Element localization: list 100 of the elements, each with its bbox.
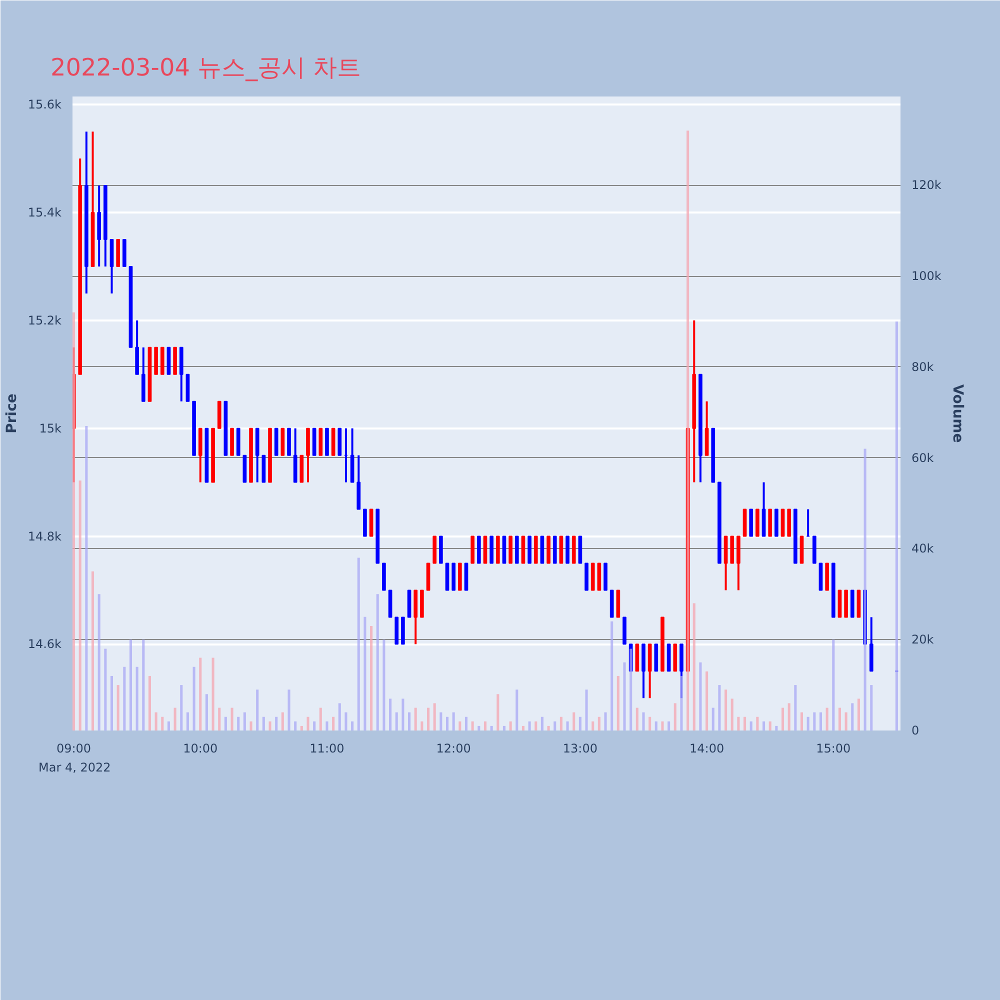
bar (85, 426, 88, 730)
bar (668, 721, 670, 730)
x-tick-label: 14:00 (690, 742, 724, 756)
bar (610, 621, 614, 730)
bar (136, 666, 138, 730)
bar (326, 721, 328, 730)
bar (426, 708, 430, 730)
x-tick-label: 11:00 (310, 742, 344, 756)
bar (528, 721, 531, 730)
bar (566, 721, 569, 730)
y-tick-label: 15k (39, 421, 62, 436)
y2-tick-label: 120k (912, 178, 942, 192)
bar (300, 726, 303, 730)
y-tick-label: 15.2k (28, 313, 62, 328)
bar (357, 558, 360, 730)
bar (268, 721, 272, 730)
bar (630, 648, 632, 730)
y-tick-label: 14.8k (28, 529, 62, 544)
bar (522, 726, 524, 730)
bar (724, 690, 728, 730)
bar (129, 640, 132, 730)
bar (692, 603, 696, 730)
bar (440, 712, 442, 730)
bar (319, 708, 322, 730)
bar (712, 708, 714, 730)
bar (313, 721, 316, 730)
bar (395, 712, 398, 730)
bar (148, 676, 151, 730)
bar (540, 716, 544, 730)
bar (800, 712, 804, 730)
bar (123, 666, 126, 730)
bar (706, 671, 708, 730)
bar (788, 703, 790, 730)
bar (832, 640, 835, 730)
bar (642, 712, 645, 730)
bar (180, 685, 183, 730)
y-tick-label: 15.6k (28, 98, 62, 112)
bar (224, 716, 227, 730)
y-tick-label: 15.4k (28, 206, 62, 220)
bar (636, 708, 638, 730)
bar (72, 312, 76, 730)
bar (205, 694, 208, 730)
bar (414, 708, 417, 730)
y2-tick-label: 0 (912, 724, 920, 738)
bar (389, 698, 392, 730)
bar (288, 690, 290, 730)
y2-tick-label: 80k (912, 360, 934, 374)
bar (382, 640, 386, 730)
bar (819, 712, 822, 730)
y-tick-label: 14.6k (28, 637, 62, 652)
bar (604, 712, 607, 730)
bar (167, 721, 170, 730)
bar (718, 685, 721, 730)
bar (744, 716, 746, 730)
x-tick-label: 15:00 (816, 742, 851, 756)
x-tick-label: 09:00 (56, 742, 92, 756)
bar (730, 698, 734, 730)
bar (256, 690, 259, 730)
bar (756, 716, 759, 730)
y2-tick-label: 100k (912, 269, 942, 284)
bar (230, 708, 234, 730)
bar (864, 448, 866, 730)
bar (332, 716, 335, 730)
x-tick-label: 13:00 (562, 742, 598, 756)
bar (78, 480, 82, 730)
y2-tick-label: 40k (912, 542, 934, 556)
bar (478, 726, 480, 730)
bar (654, 721, 658, 730)
bar (775, 726, 778, 730)
bar (364, 616, 366, 730)
bar (306, 716, 310, 730)
bar (186, 712, 189, 730)
bar (464, 716, 468, 730)
bar (844, 712, 848, 730)
bar (338, 703, 341, 730)
bar (737, 716, 740, 730)
bar (857, 698, 860, 730)
bar (680, 676, 683, 730)
bar (420, 721, 424, 730)
bar (870, 685, 873, 730)
bar (484, 721, 486, 730)
bar (598, 716, 600, 730)
bar (496, 694, 500, 730)
bar (572, 712, 576, 730)
bar (592, 721, 594, 730)
bar (452, 712, 455, 730)
bar (762, 721, 766, 730)
bar (192, 666, 196, 730)
bar (534, 721, 538, 730)
bar (838, 708, 841, 730)
bar (344, 712, 348, 730)
bar (794, 685, 797, 730)
bar (502, 726, 506, 730)
bar (212, 658, 214, 730)
bar (768, 721, 772, 730)
bar (686, 130, 690, 730)
bar (674, 703, 676, 730)
bar (243, 712, 246, 730)
bar (294, 721, 297, 730)
bar (281, 712, 284, 730)
